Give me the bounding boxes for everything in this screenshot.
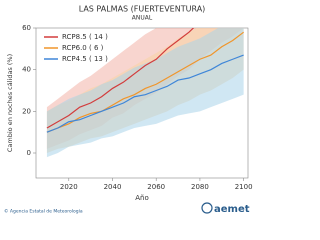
x-tick-label: 2100 [235, 183, 253, 191]
chart-title: LAS PALMAS (FUERTEVENTURA) [79, 5, 206, 14]
footer-logo: aemet [214, 204, 250, 215]
y-tick-label: 20 [22, 107, 31, 115]
y-tick-label: 40 [22, 66, 31, 74]
uncertainty-band [46, 28, 244, 158]
series-line [46, 28, 195, 129]
y-tick-label: 0 [27, 149, 31, 157]
legend-label: RCP8.5 ( 14 ) [62, 33, 108, 41]
x-tick-label: 2020 [60, 183, 78, 191]
series-line [46, 31, 244, 133]
footer-source: © Agencia Estatal de Meteorología [4, 208, 83, 215]
logo-icon [201, 202, 213, 214]
x-tick-label: 2060 [147, 183, 165, 191]
chart-subtitle: ANUAL [132, 15, 153, 22]
plot-layer [46, 28, 244, 158]
y-tick-label: 60 [22, 24, 31, 32]
y-axis-label: Cambio en noches cálidas (%) [6, 54, 14, 152]
legend-label: RCP4.5 ( 13 ) [62, 55, 108, 63]
x-tick-label: 2080 [191, 183, 209, 191]
x-axis-label: Año [135, 194, 149, 202]
series-line [46, 54, 244, 133]
legend-label: RCP6.0 ( 6 ) [62, 44, 104, 52]
chart: LAS PALMAS (FUERTEVENTURA) ANUAL Año Cam… [4, 5, 253, 216]
x-tick-label: 2040 [104, 183, 122, 191]
